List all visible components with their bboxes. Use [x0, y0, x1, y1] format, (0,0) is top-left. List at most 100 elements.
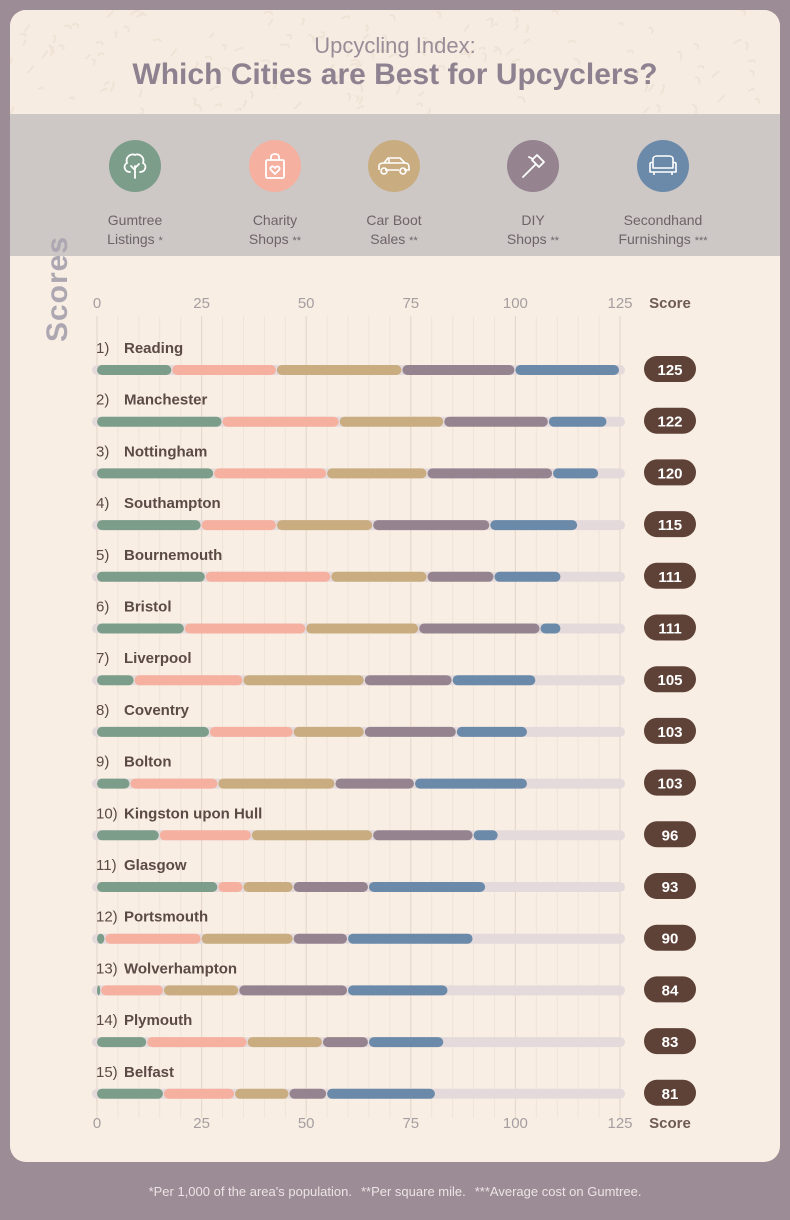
bar-segment [322, 1037, 368, 1048]
legend-line2: Listings [107, 231, 155, 247]
footnote: *Per 1,000 of the area's population. **Pe… [0, 1184, 790, 1199]
score-badge [644, 717, 696, 744]
city-label: Nottingham [124, 443, 207, 460]
bar-segment [373, 830, 473, 841]
x-tick-label: 100 [503, 1115, 528, 1132]
bar-segment [184, 623, 306, 634]
bar-segment [419, 623, 540, 634]
bar-segment [289, 1088, 327, 1099]
bar-segment [540, 623, 561, 634]
car-icon [368, 140, 420, 192]
bar-segment [364, 726, 456, 737]
bar-segment [209, 726, 293, 737]
score-value: 96 [662, 827, 679, 844]
sofa-icon [637, 140, 689, 192]
footnote-note-1: *Per 1,000 of the area's population. [148, 1184, 352, 1199]
rank-label: 11) [96, 857, 117, 874]
bar-segment [327, 468, 427, 479]
rank-label: 12) [96, 909, 118, 926]
bar-segment [97, 365, 172, 375]
city-label: Coventry [124, 702, 190, 719]
bar-segment [490, 520, 578, 531]
rank-label: 1) [96, 340, 109, 357]
x-tick-label: 25 [193, 295, 210, 312]
x-tick-label: 0 [93, 1115, 101, 1132]
city-label: Bournemouth [124, 547, 222, 564]
bar-segment [97, 882, 218, 892]
bar-segment [97, 416, 222, 427]
x-tick-label: 75 [402, 295, 419, 312]
score-badge [644, 511, 696, 538]
rank-label: 14) [96, 1012, 118, 1029]
bar-segment [473, 830, 498, 841]
score-value: 111 [658, 621, 681, 638]
bar-segment [239, 985, 348, 996]
bar-segment [348, 985, 448, 996]
legend-gumtree-listings: Gumtree Listings * [70, 140, 200, 251]
city-label: Wolverhampton [124, 960, 237, 977]
bar-segment [201, 520, 276, 531]
bar-segment [159, 830, 251, 841]
bar-segment [293, 933, 348, 944]
bar-segment [172, 365, 276, 375]
bar-segment [97, 571, 205, 582]
score-badge [644, 356, 696, 382]
score-badge [644, 976, 696, 1003]
bar-segment [339, 416, 444, 427]
score-value: 90 [662, 931, 679, 948]
bar-segment [147, 1037, 247, 1048]
bar-segment [163, 985, 239, 996]
bar-segment [348, 933, 473, 944]
bar-segment [235, 1088, 289, 1099]
legend-charity-shops: Charity Shops ** [210, 140, 340, 251]
bar-segment [368, 882, 486, 892]
footnote-note-2: **Per square mile. [360, 1184, 466, 1199]
score-badge [644, 562, 696, 589]
bar-segment [163, 1088, 235, 1099]
bar-segment [218, 778, 335, 789]
city-label: Liverpool [124, 650, 192, 667]
bar-segment [427, 468, 553, 479]
score-value: 125 [657, 362, 682, 379]
score-badge [644, 1079, 696, 1106]
legend-line1: DIY [521, 212, 545, 228]
bar-segment [368, 1037, 444, 1048]
city-label: Bolton [124, 754, 171, 771]
bar-segment [97, 520, 201, 531]
legend-line1: Car Boot [366, 212, 422, 228]
rank-label: 2) [96, 392, 109, 409]
bar-segment [306, 623, 419, 634]
bar-segment [218, 882, 243, 892]
bar-segment [452, 675, 536, 686]
bar-segment [97, 675, 134, 686]
rank-label: 10) [96, 805, 118, 822]
score-badge [644, 821, 696, 848]
bar-segment [548, 416, 607, 427]
rank-label: 13) [96, 960, 118, 977]
scores-legend-band: Scores Gumtree Listings * Charity Shops ** [10, 114, 780, 342]
confetti-pattern [10, 10, 761, 114]
legend-note: ** [409, 235, 418, 247]
bar-segment [97, 468, 214, 479]
bar-segment [553, 468, 599, 479]
legend-line2: Shops [506, 231, 547, 247]
legend-line2: Furnishings [618, 231, 691, 247]
score-value: 122 [657, 414, 682, 431]
legend-car-boot-sales: Car Boot Sales ** [329, 140, 459, 251]
city-label: Plymouth [124, 1012, 192, 1029]
score-value: 103 [657, 724, 682, 741]
rank-label: 5) [96, 547, 109, 564]
bar-segment [276, 365, 402, 375]
bar-segment [243, 882, 293, 892]
bar-segment [414, 778, 527, 789]
score-badge [644, 407, 696, 434]
rank-label: 7) [96, 650, 109, 667]
bar-segment [456, 726, 527, 737]
score-badge [644, 769, 696, 796]
x-tick-label: 50 [298, 1115, 315, 1132]
bar-segment [243, 675, 364, 686]
score-column-label: Score [649, 1115, 691, 1132]
x-tick-label: 0 [93, 295, 101, 312]
bar-segment [251, 830, 373, 841]
legend-note: * [158, 235, 163, 247]
